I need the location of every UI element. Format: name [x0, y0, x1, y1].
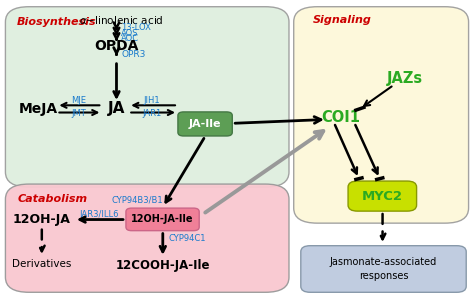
FancyBboxPatch shape [5, 7, 289, 187]
FancyBboxPatch shape [178, 112, 232, 136]
Text: OPDA: OPDA [94, 39, 139, 53]
Text: COI1: COI1 [321, 111, 360, 125]
Text: 12OH-JA-Ile: 12OH-JA-Ile [131, 214, 194, 224]
Text: JIH1: JIH1 [144, 96, 160, 105]
Text: JAR1: JAR1 [142, 109, 162, 118]
FancyBboxPatch shape [126, 208, 199, 231]
FancyBboxPatch shape [348, 181, 417, 211]
Text: Jasmonate-associated: Jasmonate-associated [330, 257, 437, 267]
Text: IAR3/ILL6: IAR3/ILL6 [79, 210, 119, 219]
FancyBboxPatch shape [5, 184, 289, 292]
Text: MYC2: MYC2 [362, 190, 403, 203]
FancyBboxPatch shape [294, 7, 469, 223]
Text: JAZs: JAZs [387, 71, 423, 86]
Text: JA-Ile: JA-Ile [189, 119, 221, 129]
Text: AOS: AOS [121, 29, 139, 38]
Text: Signaling: Signaling [313, 15, 372, 25]
Text: OPR3: OPR3 [121, 50, 146, 59]
Text: 12COOH-JA-Ile: 12COOH-JA-Ile [116, 259, 210, 272]
Text: AOC: AOC [121, 34, 139, 43]
Text: JA: JA [108, 101, 125, 116]
Text: Derivatives: Derivatives [12, 259, 72, 269]
Text: responses: responses [359, 271, 408, 281]
Text: CYP94B3/B1: CYP94B3/B1 [112, 196, 164, 205]
Text: $\alpha$$-$linolenic acid: $\alpha$$-$linolenic acid [79, 14, 164, 26]
Text: MeJA: MeJA [19, 102, 58, 116]
Text: 12OH-JA: 12OH-JA [13, 213, 71, 226]
Text: 13-LOX: 13-LOX [121, 23, 151, 32]
Text: JMT: JMT [71, 108, 86, 117]
Text: MJE: MJE [71, 96, 86, 105]
Text: Biosynthesis: Biosynthesis [17, 17, 97, 27]
FancyBboxPatch shape [301, 246, 466, 292]
Text: CYP94C1: CYP94C1 [168, 233, 206, 243]
Text: Catabolism: Catabolism [17, 194, 87, 204]
